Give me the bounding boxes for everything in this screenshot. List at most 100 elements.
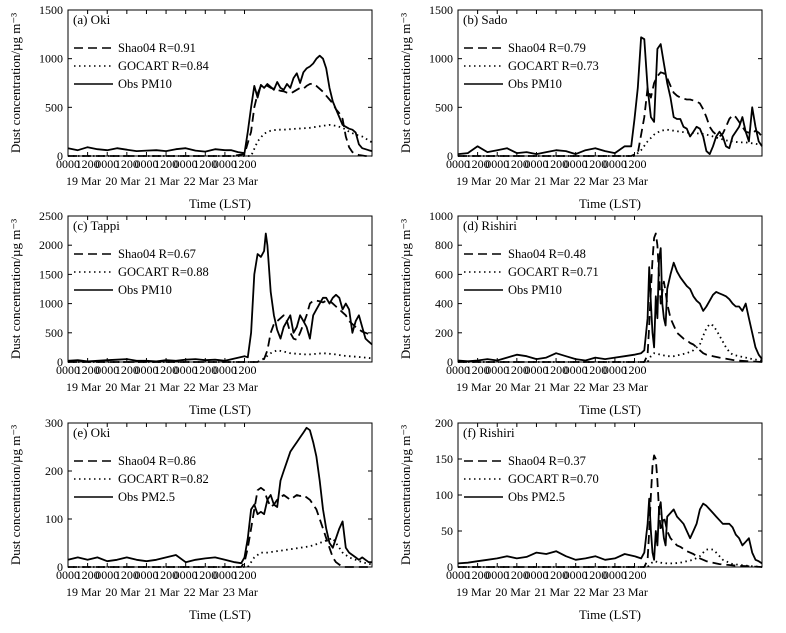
y-tick-label: 800 bbox=[435, 238, 453, 252]
y-tick-label: 0 bbox=[447, 355, 453, 369]
series-line-shao04 bbox=[68, 486, 372, 568]
x-tick-label: 0000 bbox=[134, 157, 158, 171]
date-label: 20 Mar bbox=[495, 585, 530, 599]
y-tick-label: 0 bbox=[57, 149, 63, 163]
date-label: 21 Mar bbox=[144, 380, 179, 394]
plot-frame bbox=[457, 215, 763, 363]
series-line-gocart bbox=[68, 124, 373, 157]
legend-entry: Obs PM10 bbox=[508, 77, 562, 91]
date-label: 20 Mar bbox=[495, 380, 530, 394]
date-label: 21 Mar bbox=[534, 585, 569, 599]
plot-frame bbox=[67, 9, 373, 157]
y-tick-label: 200 bbox=[45, 464, 63, 478]
series-line-obs-pm10 bbox=[457, 247, 763, 363]
x-tick-label: 1200 bbox=[466, 568, 490, 582]
y-tick-label: 1000 bbox=[429, 52, 453, 66]
x-tick-label: 1200 bbox=[544, 157, 568, 171]
date-label: 22 Mar bbox=[184, 585, 219, 599]
y-tick-label: 1500 bbox=[39, 3, 63, 17]
x-tick-label: 1200 bbox=[623, 568, 647, 582]
x-tick-label: 1200 bbox=[544, 568, 568, 582]
date-label: 23 Mar bbox=[613, 585, 648, 599]
series-line-shao04 bbox=[68, 299, 373, 363]
y-tick-label: 200 bbox=[435, 416, 453, 430]
x-tick-label: 1200 bbox=[505, 157, 529, 171]
date-label: 20 Mar bbox=[495, 174, 530, 188]
legend-entry: GOCART R=0.82 bbox=[118, 472, 209, 486]
x-tick-label: 0000 bbox=[524, 568, 548, 582]
date-label: 23 Mar bbox=[223, 585, 258, 599]
y-axis-title: Dust concentration/µg m⁻³ bbox=[8, 425, 23, 565]
y-axis-title: Dust concentration/µg m⁻³ bbox=[8, 13, 23, 153]
date-label: 19 Mar bbox=[66, 380, 101, 394]
y-tick-label: 0 bbox=[447, 560, 453, 574]
chart-panel-oki-pm10: 0500100015000000120000001200000012000000… bbox=[8, 3, 373, 211]
x-tick-label: 0000 bbox=[485, 157, 509, 171]
date-label: 20 Mar bbox=[105, 585, 140, 599]
y-tick-label: 200 bbox=[435, 326, 453, 340]
y-tick-label: 600 bbox=[435, 267, 453, 281]
chart-panel-rishiri-pm25: 0501001502000000120000001200000012000000… bbox=[398, 416, 763, 622]
x-tick-label: 0000 bbox=[485, 363, 509, 377]
x-tick-label: 1200 bbox=[193, 363, 217, 377]
x-tick-label: 1200 bbox=[623, 157, 647, 171]
y-tick-label: 50 bbox=[441, 524, 453, 538]
y-axis-title: Dust concentration/µg m⁻³ bbox=[398, 13, 413, 153]
legend-entry: Obs PM10 bbox=[118, 77, 172, 91]
x-tick-label: 1200 bbox=[154, 157, 178, 171]
y-axis-title: Dust concentration/µg m⁻³ bbox=[398, 219, 413, 359]
y-axis-title: Dust concentration/µg m⁻³ bbox=[8, 219, 23, 359]
x-tick-label: 0000 bbox=[446, 568, 470, 582]
x-tick-label: 1200 bbox=[115, 157, 139, 171]
date-label: 22 Mar bbox=[574, 174, 609, 188]
y-tick-label: 100 bbox=[45, 512, 63, 526]
chart-panel-sado-pm10: 0500100015000000120000001200000012000000… bbox=[398, 3, 763, 211]
x-tick-label: 1200 bbox=[505, 568, 529, 582]
x-tick-label: 1200 bbox=[544, 363, 568, 377]
date-label: 23 Mar bbox=[223, 174, 258, 188]
legend-entry: GOCART R=0.73 bbox=[508, 59, 599, 73]
y-tick-label: 0 bbox=[57, 355, 63, 369]
date-label: 23 Mar bbox=[613, 174, 648, 188]
y-tick-label: 1500 bbox=[429, 3, 453, 17]
x-axis-title: Time (LST) bbox=[189, 196, 251, 211]
x-tick-label: 0000 bbox=[603, 157, 627, 171]
y-axis-title: Dust concentration/µg m⁻³ bbox=[398, 425, 413, 565]
series-line-obs-pm10 bbox=[67, 54, 373, 155]
x-tick-label: 1200 bbox=[115, 363, 139, 377]
x-tick-label: 0000 bbox=[213, 363, 237, 377]
x-tick-label: 0000 bbox=[603, 363, 627, 377]
series-line-obs-pm2-5 bbox=[67, 426, 372, 565]
x-tick-label: 0000 bbox=[603, 568, 627, 582]
date-label: 19 Mar bbox=[456, 174, 491, 188]
series-line-shao04 bbox=[458, 232, 763, 363]
x-tick-label: 0000 bbox=[524, 363, 548, 377]
x-tick-label: 0000 bbox=[446, 363, 470, 377]
x-tick-label: 0000 bbox=[213, 157, 237, 171]
x-tick-label: 0000 bbox=[564, 157, 588, 171]
series-line-obs-pm10 bbox=[457, 36, 763, 156]
date-label: 22 Mar bbox=[184, 174, 219, 188]
y-tick-label: 0 bbox=[57, 560, 63, 574]
legend-entry: GOCART R=0.71 bbox=[508, 265, 599, 279]
legend-entry: Obs PM10 bbox=[508, 283, 562, 297]
series-line-obs-pm10 bbox=[67, 232, 373, 363]
x-axis-title: Time (LST) bbox=[189, 607, 251, 622]
x-tick-label: 0000 bbox=[564, 363, 588, 377]
series-line-shao04 bbox=[68, 82, 372, 157]
x-tick-label: 0000 bbox=[95, 157, 119, 171]
date-label: 19 Mar bbox=[66, 585, 101, 599]
x-tick-label: 1200 bbox=[623, 363, 647, 377]
x-tick-label: 0000 bbox=[95, 363, 119, 377]
date-label: 22 Mar bbox=[574, 585, 609, 599]
x-tick-label: 1200 bbox=[193, 568, 217, 582]
y-tick-label: 2500 bbox=[39, 209, 63, 223]
x-tick-label: 1200 bbox=[466, 157, 490, 171]
legend-entry: Shao04 R=0.48 bbox=[508, 247, 586, 261]
x-axis-title: Time (LST) bbox=[579, 607, 641, 622]
x-axis-title: Time (LST) bbox=[579, 402, 641, 417]
panel-label: (f) Rishiri bbox=[463, 425, 515, 440]
x-tick-label: 0000 bbox=[56, 568, 80, 582]
y-tick-label: 400 bbox=[435, 297, 453, 311]
series-line-shao04 bbox=[458, 454, 763, 568]
